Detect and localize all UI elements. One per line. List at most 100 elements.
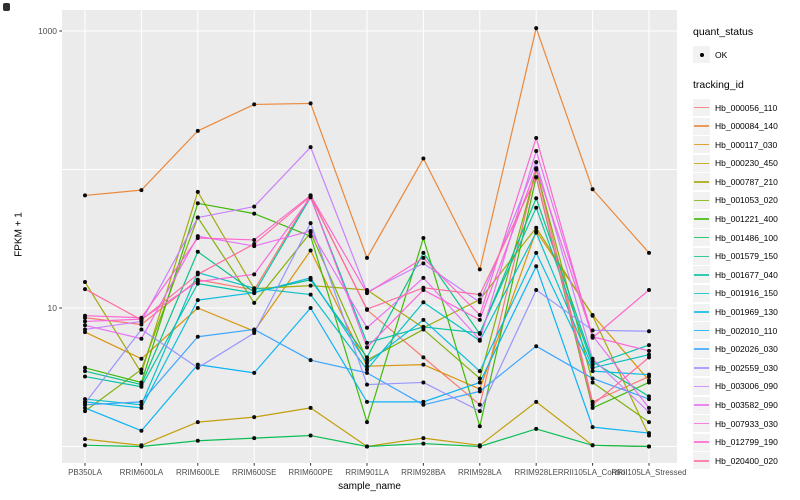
- data-point: [647, 355, 651, 360]
- data-point: [590, 356, 595, 361]
- data-point: [421, 355, 426, 360]
- legend-line-swatch: [694, 181, 709, 183]
- data-point: [477, 337, 482, 342]
- data-point: [139, 428, 144, 433]
- data-point: [365, 325, 369, 330]
- corner-artifact: [3, 3, 10, 11]
- legend-label: Hb_020400_020: [715, 455, 778, 466]
- x-tick-label: RRIM600LE: [176, 468, 220, 477]
- legend-key-box: [693, 377, 710, 395]
- legend-key-box: [693, 154, 710, 172]
- data-point: [421, 402, 426, 407]
- legend-key-box: [693, 173, 710, 191]
- y-tick-label: 10: [48, 303, 58, 313]
- legend-line-swatch: [694, 404, 709, 406]
- data-point: [534, 26, 539, 31]
- data-point: [590, 328, 595, 333]
- data-point: [365, 444, 369, 449]
- data-point: [365, 291, 369, 296]
- panel-background: [62, 10, 677, 463]
- data-point: [477, 300, 482, 305]
- data-point: [308, 433, 313, 438]
- legend-item-Hb_002010_110: Hb_002010_110: [693, 322, 799, 340]
- legend-key-box: [693, 229, 710, 247]
- data-point: [590, 376, 595, 381]
- legend-item-Hb_001916_150: Hb_001916_150: [693, 284, 799, 302]
- legend-label: Hb_001969_130: [715, 307, 778, 318]
- legend-label: Hb_001916_150: [715, 288, 778, 299]
- data-point: [252, 327, 257, 332]
- legend-item-Hb_012799_190: Hb_012799_190: [693, 433, 799, 451]
- data-point: [421, 285, 426, 290]
- data-point: [83, 280, 87, 285]
- data-point: [421, 324, 426, 329]
- x-tick-label: PB350LA: [68, 468, 102, 477]
- legend-key-box: [693, 191, 710, 209]
- x-tick-label: RRIM928LE: [514, 468, 558, 477]
- data-point: [252, 300, 257, 305]
- data-point: [83, 365, 87, 370]
- legend-item-Hb_001579_150: Hb_001579_150: [693, 247, 799, 265]
- data-point: [139, 322, 144, 327]
- data-point: [139, 405, 144, 410]
- data-point: [308, 358, 313, 363]
- data-point: [195, 362, 200, 367]
- data-point: [252, 286, 257, 291]
- data-point: [365, 361, 369, 366]
- data-point: [421, 317, 426, 322]
- data-point: [83, 193, 87, 198]
- legend-key-box: [693, 266, 710, 284]
- data-point: [477, 402, 482, 407]
- legend-key-box: [693, 284, 710, 302]
- legend-label: Hb_001579_150: [715, 251, 778, 262]
- data-point: [421, 261, 426, 266]
- data-point: [308, 248, 313, 253]
- legend-title-quant-status: quant_status: [693, 26, 754, 38]
- data-point: [365, 358, 369, 363]
- data-point: [590, 425, 595, 430]
- data-point: [308, 101, 313, 106]
- legend-item-Hb_001969_130: Hb_001969_130: [693, 303, 799, 321]
- x-tick-label: RRIM928BA: [401, 468, 446, 477]
- data-point: [477, 424, 482, 429]
- data-point: [647, 397, 651, 402]
- data-point: [477, 330, 482, 335]
- data-point: [195, 215, 200, 220]
- data-point: [308, 228, 313, 233]
- data-point: [195, 420, 200, 425]
- data-point: [477, 409, 482, 414]
- data-point: [477, 380, 482, 385]
- data-point: [195, 365, 200, 370]
- data-point: [590, 369, 595, 374]
- data-point: [365, 420, 369, 425]
- data-point: [195, 438, 200, 443]
- legend-label: Hb_000787_210: [715, 176, 778, 187]
- data-point: [421, 441, 426, 446]
- data-point: [83, 327, 87, 332]
- x-tick-label: RRIM901LA: [345, 468, 389, 477]
- legend-key-box: [693, 247, 710, 265]
- legend-key-box: [693, 210, 710, 228]
- data-point: [365, 399, 369, 404]
- data-point: [590, 405, 595, 410]
- data-point: [590, 313, 595, 318]
- x-tick-label: RRII105LA_Control: [558, 468, 628, 477]
- data-point: [477, 317, 482, 322]
- data-point: [534, 344, 539, 349]
- data-point: [308, 306, 313, 310]
- data-point: [252, 330, 257, 335]
- data-point: [139, 384, 144, 389]
- legend-item-Hb_000084_140: Hb_000084_140: [693, 117, 799, 135]
- data-point: [195, 189, 200, 194]
- legend-line-swatch: [694, 255, 709, 257]
- legend-item-Hb_003582_090: Hb_003582_090: [693, 396, 799, 414]
- data-point: [421, 362, 426, 367]
- legend-item-Hb_002559_030: Hb_002559_030: [693, 359, 799, 377]
- legend-item-Hb_003006_090: Hb_003006_090: [693, 377, 799, 395]
- data-point: [421, 380, 426, 385]
- legend-key-box: [693, 99, 710, 116]
- data-point: [308, 234, 313, 239]
- data-point: [365, 355, 369, 360]
- data-point: [534, 160, 539, 165]
